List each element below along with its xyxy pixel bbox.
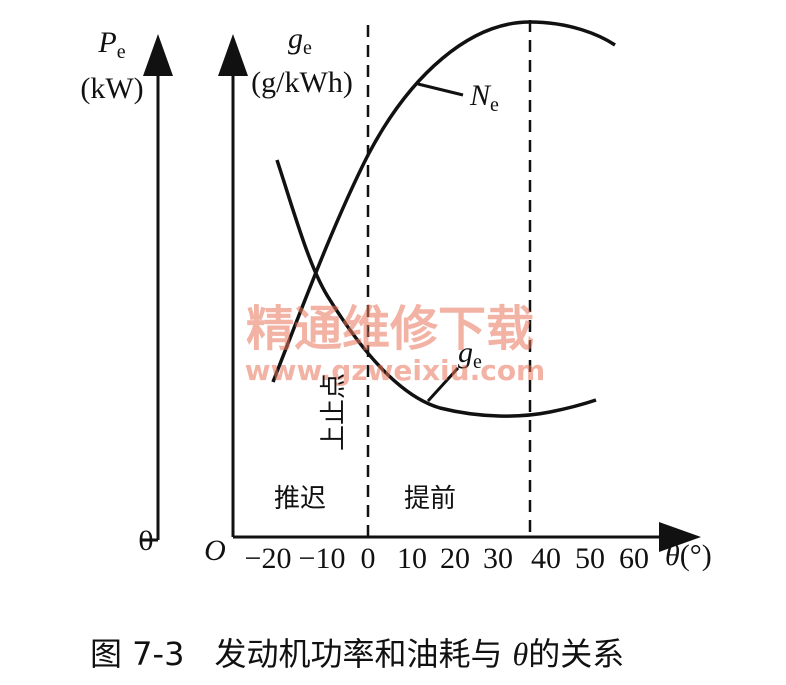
x-symbol: θ(°) <box>665 539 712 572</box>
tdc-label: 上止点 <box>319 373 349 451</box>
x-tick-label: 20 <box>440 542 470 575</box>
fuel-curve <box>275 159 597 418</box>
x-ticks: −20 −10 0 10 20 30 40 50 60 <box>245 542 649 575</box>
x-tick-label: 0 <box>361 542 376 575</box>
power-unit: (kW) <box>80 72 143 105</box>
power-symbol: Pe <box>97 26 125 63</box>
power-zero: 0 <box>139 524 154 557</box>
x-tick-label: 10 <box>397 542 427 575</box>
x-tick-label: 50 <box>575 542 605 575</box>
x-tick-label: −10 <box>299 542 346 575</box>
power-curve <box>271 20 616 383</box>
power-curve-label: Ne <box>469 79 499 116</box>
watermark-name: 精通维修下载 <box>246 301 534 357</box>
fuel-leader <box>426 366 460 403</box>
retard-label: 推迟 <box>274 484 326 514</box>
caption: 图 7-3 发动机功率和油耗与 θ的关系 <box>90 635 624 673</box>
x-tick-label: −20 <box>245 542 292 575</box>
x-tick-label: 40 <box>531 542 561 575</box>
fuel-unit: (g/kWh) <box>251 66 353 99</box>
advance-label: 提前 <box>404 484 456 514</box>
fuel-symbol: ge <box>288 22 312 59</box>
watermark-url: www.gzweixiu.com <box>245 354 545 387</box>
x-tick-label: 30 <box>483 542 513 575</box>
fuel-curve-label: ge <box>458 336 482 373</box>
origin: O <box>204 534 226 567</box>
power-leader <box>417 82 464 97</box>
x-tick-label: 60 <box>619 542 649 575</box>
